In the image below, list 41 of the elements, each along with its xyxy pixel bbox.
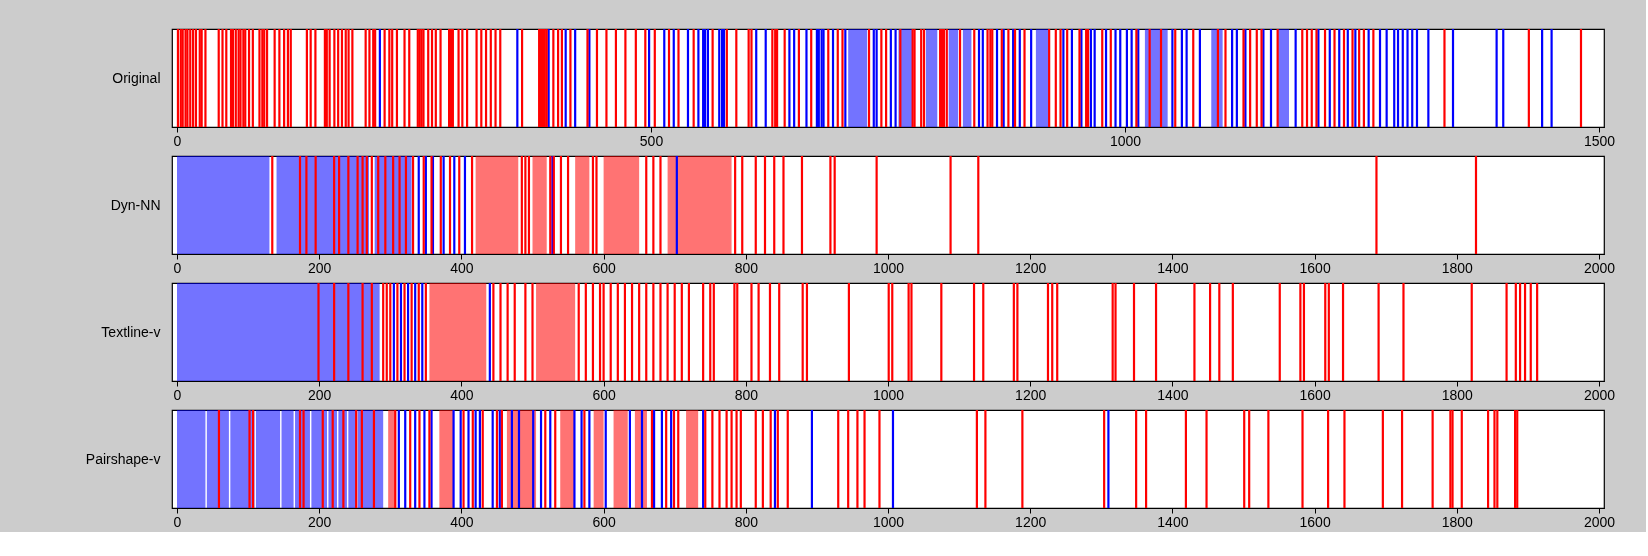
x-tick-label: 1500 (1583, 132, 1616, 149)
x-tick-label: 0 (173, 513, 182, 530)
x-tick-label: 2000 (1583, 386, 1616, 403)
x-tick-label: 1000 (872, 259, 905, 276)
x-tick-label: 1600 (1299, 386, 1331, 403)
x-tick-label: 400 (450, 259, 474, 276)
x-tick-label: 1400 (1157, 386, 1189, 403)
x-tick-label: 400 (450, 386, 474, 403)
x-tick-label: 1800 (1441, 386, 1474, 403)
y-axis-title: Textline-v (101, 323, 161, 340)
x-tick-label: 600 (592, 513, 616, 530)
x-tick-label: 600 (592, 386, 616, 403)
x-tick-label: 800 (734, 513, 759, 530)
x-tick-label: 800 (734, 259, 759, 276)
x-tick-label: 0 (173, 386, 182, 403)
x-tick-label: 1200 (1015, 259, 1047, 276)
x-tick-label: 1400 (1157, 513, 1189, 530)
x-tick-label: 1800 (1441, 259, 1474, 276)
x-tick-label: 1400 (1157, 259, 1189, 276)
x-tick-label: 200 (308, 513, 332, 530)
x-tick-label: 400 (450, 513, 474, 530)
x-tick-label: 200 (308, 259, 332, 276)
x-tick-label: 1200 (1015, 513, 1047, 530)
x-tick-label: 0 (173, 259, 182, 276)
x-tick-label: 200 (308, 386, 332, 403)
x-tick-label: 1800 (1441, 513, 1474, 530)
x-tick-label: 600 (592, 259, 616, 276)
x-tick-label: 1200 (1015, 386, 1047, 403)
x-tick-label: 2000 (1583, 513, 1616, 530)
x-tick-label: 1000 (872, 513, 905, 530)
x-tick-label: 500 (639, 132, 664, 149)
x-tick-label: 2000 (1583, 259, 1616, 276)
x-tick-label: 800 (734, 386, 759, 403)
x-tick-label: 1000 (1109, 132, 1142, 149)
x-tick-label: 0 (173, 132, 182, 149)
y-axis-title: Original (112, 69, 161, 86)
x-tick-label: 1000 (872, 386, 905, 403)
x-tick-label: 1600 (1299, 259, 1331, 276)
y-axis-title: Dyn-NN (110, 196, 161, 213)
y-axis-title: Pairshape-v (85, 450, 161, 467)
x-tick-label: 1600 (1299, 513, 1331, 530)
